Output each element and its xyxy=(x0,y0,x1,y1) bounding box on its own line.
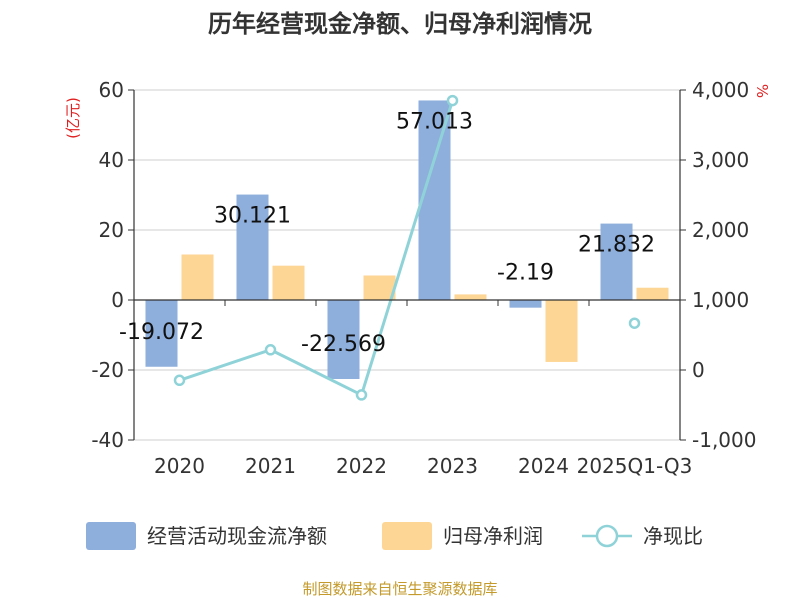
x-axis-tick-label: 2022 xyxy=(336,454,387,478)
legend-swatch-net-profit xyxy=(382,522,432,550)
ratio-point xyxy=(628,317,641,329)
cashflow-data-label: 57.013 xyxy=(396,109,473,134)
net-profit-bar xyxy=(272,265,305,300)
legend-marker-ratio xyxy=(595,524,619,548)
left-axis-tick-label: -40 xyxy=(91,428,124,452)
net-profit-bar xyxy=(545,300,578,362)
right-axis: 4,000 3,000 2,000 1,000 0 -1,000 xyxy=(679,78,756,452)
left-axis-unit: (亿元) xyxy=(64,97,82,139)
right-axis-tick-label: 0 xyxy=(692,358,705,382)
cashflow-data-label: 21.832 xyxy=(578,233,655,258)
right-axis-tick-label: 4,000 xyxy=(692,78,749,102)
cashflow-bar xyxy=(327,300,360,379)
cashflow-bar xyxy=(600,223,633,300)
ratio-point xyxy=(173,374,186,387)
x-axis: 2020 2021 2022 2023 2024 2025Q1-Q3 xyxy=(133,299,693,478)
ratio-point xyxy=(264,344,277,356)
cashflow-data-label: 30.121 xyxy=(214,204,291,229)
chart-title: 历年经营现金净额、归母净利润情况 xyxy=(208,10,592,38)
right-axis-unit: % xyxy=(753,84,771,98)
cashflow-data-label: -22.569 xyxy=(301,332,386,357)
source-note: 制图数据来自恒生聚源数据库 xyxy=(302,580,497,598)
left-axis: 60 40 20 0 -20 -40 xyxy=(91,78,135,452)
x-axis-tick-label: 2020 xyxy=(154,454,205,478)
legend-label-cashflow: 经营活动现金流净额 xyxy=(147,524,327,548)
bars xyxy=(145,100,669,379)
grid-lines xyxy=(134,89,680,441)
cashflow-bar xyxy=(509,300,542,308)
right-axis-tick-label: 3,000 xyxy=(692,148,749,172)
x-axis-tick-label: 2021 xyxy=(245,454,296,478)
net-profit-bar xyxy=(181,254,214,300)
ratio-line xyxy=(179,100,454,397)
left-axis-tick-label: 20 xyxy=(99,218,124,242)
cashflow-data-label: -2.19 xyxy=(497,261,554,286)
cashflow-data-label: -19.072 xyxy=(119,320,204,345)
left-axis-tick-label: -20 xyxy=(91,358,124,382)
cashflow-bar xyxy=(418,100,451,300)
net-profit-bar xyxy=(636,287,669,300)
right-axis-tick-label: -1,000 xyxy=(692,428,756,452)
net-profit-bar xyxy=(454,294,487,300)
legend-swatch-cashflow xyxy=(86,522,136,550)
data-labels: -19.072 30.121 -22.569 57.013 -2.19 21.832 xyxy=(119,109,655,357)
left-axis-tick-label: 0 xyxy=(111,288,124,312)
right-axis-tick-label: 1,000 xyxy=(692,288,749,312)
right-axis-tick-label: 2,000 xyxy=(692,218,749,242)
cashflow-bar xyxy=(236,194,269,300)
ratio-point xyxy=(446,94,459,107)
legend-label-net-profit: 归母净利润 xyxy=(443,524,543,548)
cashflow-bar xyxy=(145,300,178,367)
ratio-point xyxy=(355,389,368,401)
left-axis-tick-label: 60 xyxy=(99,78,124,102)
x-axis-tick-label: 2024 xyxy=(518,454,569,478)
legend: 经营活动现金流净额 归母净利润 净现比 xyxy=(86,522,703,550)
left-axis-tick-label: 40 xyxy=(99,148,124,172)
line-series xyxy=(173,94,641,401)
net-profit-bar xyxy=(363,275,396,300)
legend-label-ratio: 净现比 xyxy=(643,524,703,548)
x-axis-tick-label: 2023 xyxy=(427,454,478,478)
x-axis-tick-label: 2025Q1-Q3 xyxy=(577,454,693,478)
